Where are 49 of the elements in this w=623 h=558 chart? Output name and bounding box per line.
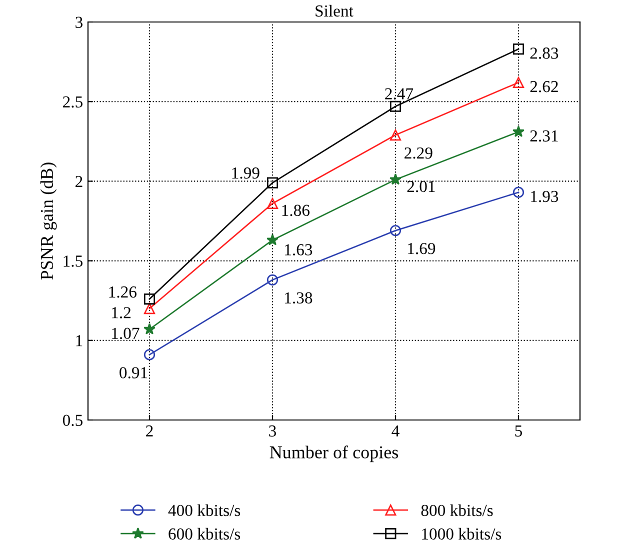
legend-label: 800 kbits/s <box>421 504 493 516</box>
point <box>512 126 524 138</box>
point <box>390 224 402 236</box>
point <box>512 44 524 55</box>
legend-label: 400 kbits/s <box>168 504 240 516</box>
point <box>390 173 402 185</box>
legend-label: 600 kbits/s <box>168 528 240 540</box>
point <box>144 349 156 360</box>
x-tick-label: 3 <box>269 425 276 437</box>
y-tick-label: 2 <box>76 176 82 187</box>
x-axis-title: Number of copies <box>270 446 398 462</box>
data-label: 0.91 <box>120 367 148 378</box>
data-label: 1.69 <box>408 242 436 254</box>
data-label: 2.47 <box>385 88 414 100</box>
x-tick-label: 4 <box>392 425 400 436</box>
point <box>266 198 278 210</box>
data-label: 1.99 <box>232 167 260 179</box>
y-tick-label: 1.5 <box>64 256 82 267</box>
data-label: 2.01 <box>407 180 435 192</box>
data-label: 1.86 <box>282 204 310 216</box>
y-tick-label: 0.5 <box>62 414 82 426</box>
point <box>512 76 524 88</box>
data-label: 1.07 <box>112 328 140 340</box>
point <box>144 303 156 314</box>
data-label: 1.93 <box>531 190 558 202</box>
point <box>390 100 402 112</box>
legend-label: 1000 kbits/s <box>422 528 502 540</box>
y-axis-title: PSNR gain (dB) <box>40 162 57 280</box>
y-tick-label: 2.5 <box>63 96 82 108</box>
point <box>266 177 278 188</box>
data-label: 1.63 <box>285 244 312 256</box>
data-label: 1.38 <box>285 292 312 304</box>
data-label: 2.29 <box>404 147 432 159</box>
x-tick-label: 5 <box>515 426 522 437</box>
data-label: 1.2 <box>112 307 131 318</box>
x-tick-label: 2 <box>146 425 153 436</box>
data-label: 1.26 <box>109 286 137 298</box>
data-label: 2.62 <box>530 81 558 92</box>
point <box>266 234 278 246</box>
y-tick-label: 1 <box>76 335 82 346</box>
point <box>512 186 524 198</box>
y-tick-label: 3 <box>76 16 82 28</box>
point <box>144 293 156 305</box>
chart-title: Silent <box>316 4 354 17</box>
data-label: 2.83 <box>530 48 558 59</box>
point <box>390 129 402 141</box>
point <box>266 274 278 286</box>
data-label: 2.31 <box>530 130 558 142</box>
point <box>144 323 156 334</box>
